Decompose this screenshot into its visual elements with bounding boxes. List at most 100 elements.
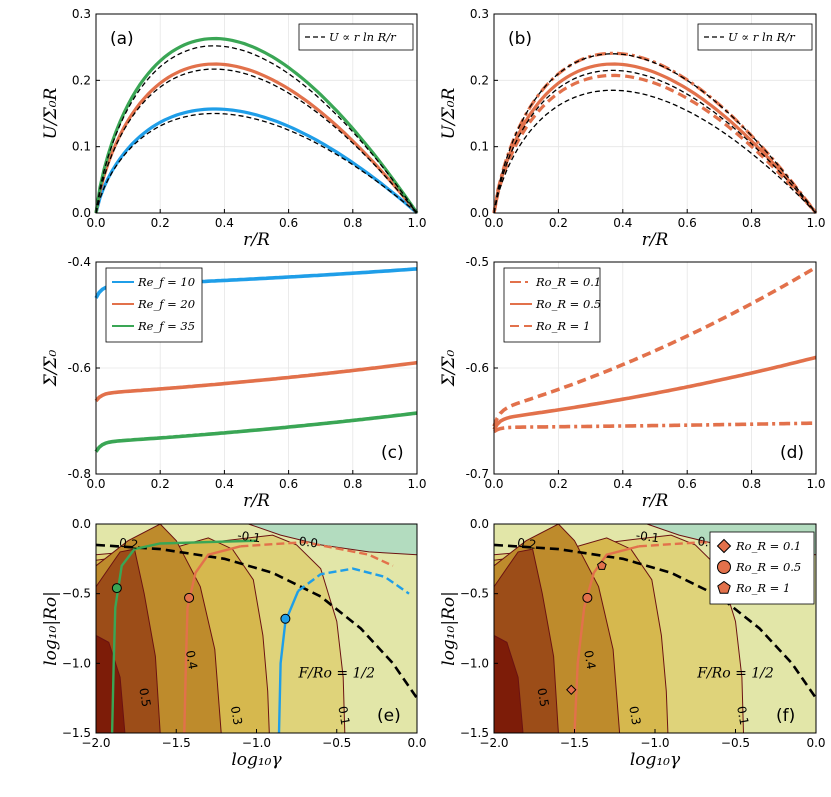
y-tick-label: 0.1 <box>470 140 489 154</box>
series-line-3 <box>94 411 418 453</box>
contour-label: 0.5 <box>534 687 551 708</box>
contour-band-6 <box>96 634 126 733</box>
x-tick-label: 0.8 <box>343 477 362 491</box>
y-tick-label: 0.2 <box>72 73 91 87</box>
series-line-orange <box>573 545 640 733</box>
contour-band-1 <box>248 524 417 556</box>
series-line-blue <box>277 590 300 733</box>
panel-tag: (b) <box>508 29 532 49</box>
x-tick-label: 0.4 <box>613 216 632 230</box>
legend-label: Ro_R = 0.5 <box>735 560 801 574</box>
series-line-2 <box>94 360 418 403</box>
x-tick-label: 0.6 <box>279 477 298 491</box>
legend-label: Ro_R = 0.5 <box>535 297 601 311</box>
y-axis-label: log₁₀|Ro| <box>41 591 61 666</box>
legend-marker <box>717 580 731 594</box>
contour-label: 0.2 <box>516 535 537 552</box>
f-ro-curve <box>96 543 417 699</box>
x-tick-label: −1.5 <box>560 736 589 750</box>
series-line-orange <box>183 545 241 733</box>
f-ro-curve <box>494 543 816 699</box>
panel-d: 0.0 0.2 0.4 0.6 0.8 1.0 -0.7 -0.6 -0.5 r/R Σ/Σ₀ (d)… <box>439 255 826 511</box>
f-ro-annotation: F/Ro = 1/2 <box>696 665 774 681</box>
x-tick-label: −2.0 <box>81 736 110 750</box>
x-tick-label: 0.4 <box>613 477 632 491</box>
y-tick-label: 0.0 <box>470 206 489 220</box>
y-tick-label: 0.0 <box>72 517 91 531</box>
contour-band-6 <box>494 634 524 733</box>
legend-label: Re_f = 35 <box>137 319 195 333</box>
x-tick-label: −1.0 <box>640 736 669 750</box>
data-point-2 <box>184 592 195 603</box>
panel-tag: (f) <box>776 706 795 726</box>
x-tick-label: 0.4 <box>215 216 234 230</box>
panel-b: 0.0 0.2 0.4 0.6 0.8 1.0 0.0 0.1 0.2 0.3 r/R U/Σ₀R (b… <box>439 7 826 250</box>
series-line-orange-dashed <box>240 540 394 567</box>
y-tick-label: −1.5 <box>62 726 91 740</box>
panel-tag: (e) <box>377 706 401 726</box>
legend: U ∝ r ln R/r <box>298 23 414 51</box>
x-tick-label: 1.0 <box>407 477 426 491</box>
x-tick-label: −1.5 <box>162 736 191 750</box>
x-tick-label: 0.6 <box>279 216 298 230</box>
y-axis-label: Σ/Σ₀ <box>439 350 459 388</box>
legend-label: Ro_R = 1 <box>535 319 590 333</box>
y-tick-label: -0.4 <box>68 255 91 269</box>
y-tick-label: 0.1 <box>72 140 91 154</box>
fit-line-1 <box>493 53 817 214</box>
y-tick-label: 0.0 <box>72 206 91 220</box>
x-tick-label: 0.2 <box>549 216 568 230</box>
fit-line-2 <box>95 68 418 214</box>
data-point-1 <box>111 583 122 594</box>
x-tick-label: 0.0 <box>86 216 105 230</box>
legend-label: Ro_R = 0.1 <box>735 539 801 553</box>
series-line-2 <box>492 355 817 431</box>
legend: Ro_R = 0.1 Ro_R = 0.5 Ro_R = 1 <box>503 267 601 343</box>
plot-frame <box>95 13 418 214</box>
plot-frame <box>493 13 817 214</box>
x-tick-label: 0.0 <box>484 216 503 230</box>
x-tick-label: 0.0 <box>407 736 426 750</box>
y-tick-label: −1.5 <box>460 726 489 740</box>
x-tick-label: 1.0 <box>806 477 825 491</box>
y-tick-label: −1.0 <box>62 656 91 670</box>
x-axis-label: log₁₀γ <box>231 750 282 770</box>
legend-label: U ∝ r ln R/r <box>728 30 796 44</box>
series-line-blue-dashed <box>297 567 410 595</box>
y-axis-label: log₁₀|Ro| <box>439 591 459 666</box>
x-axis-label: r/R <box>642 230 669 250</box>
fit-line-3 <box>493 89 817 214</box>
legend-label: Re_f = 20 <box>137 297 195 311</box>
contour-label: 0.1 <box>734 705 751 726</box>
legend: Re_f = 10 Re_f = 20 Re_f = 35 <box>105 267 203 343</box>
x-axis-label: r/R <box>642 491 669 511</box>
x-tick-label: 0.4 <box>215 477 234 491</box>
data-point-1 <box>566 684 577 696</box>
panel-tag: (a) <box>110 29 134 49</box>
contour-label: 0.4 <box>183 649 200 670</box>
x-axis-label: r/R <box>243 230 270 250</box>
fit-line-1 <box>95 112 418 214</box>
panel-tag: (d) <box>780 443 804 463</box>
x-tick-label: 0.6 <box>678 216 697 230</box>
data-point-3 <box>597 560 607 570</box>
y-tick-label: −1.0 <box>460 656 489 670</box>
x-tick-label: −0.5 <box>721 736 750 750</box>
y-tick-label: -0.5 <box>466 255 489 269</box>
y-axis-label: Σ/Σ₀ <box>41 350 61 388</box>
x-tick-label: −1.0 <box>242 736 271 750</box>
x-tick-label: 0.2 <box>151 477 170 491</box>
series-line-3 <box>492 265 817 427</box>
x-tick-label: 0.0 <box>484 477 503 491</box>
y-axis-label: U/Σ₀R <box>41 87 61 139</box>
contour-fill <box>96 524 417 733</box>
contour-label: -0.1 <box>236 528 261 545</box>
x-tick-label: 0.6 <box>678 477 697 491</box>
series-line-2 <box>94 62 419 214</box>
x-tick-label: 0.2 <box>151 216 170 230</box>
contour-label: -0.1 <box>635 528 660 545</box>
series-line-green <box>110 539 257 733</box>
series-line-3 <box>94 36 419 214</box>
contour-label: 0.3 <box>626 705 643 726</box>
